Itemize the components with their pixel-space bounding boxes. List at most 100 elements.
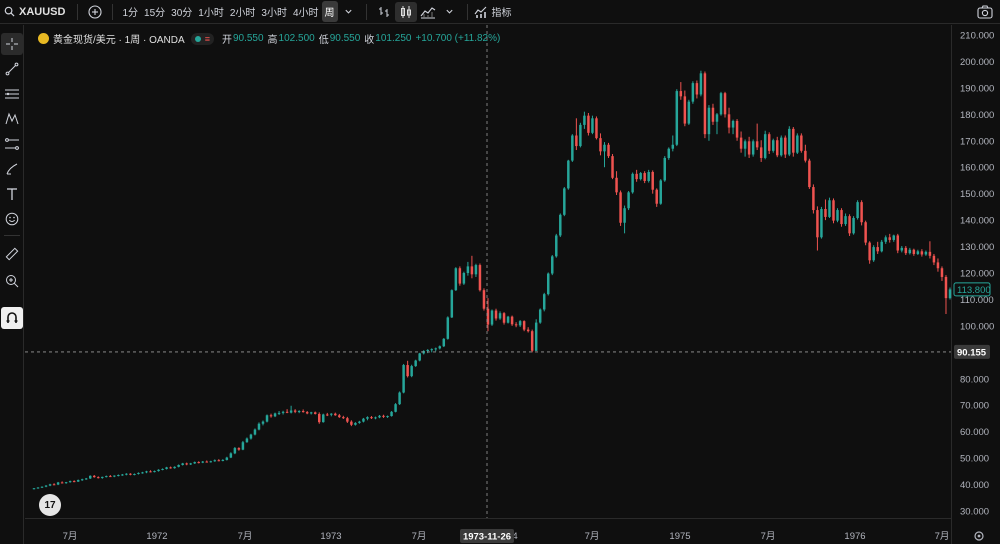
candle-body <box>64 482 68 484</box>
candle-body <box>358 421 361 423</box>
timeframe-4h[interactable]: 4小时 <box>292 8 319 19</box>
horizontal-lines-tool[interactable] <box>1 83 23 105</box>
candle-body <box>129 473 132 475</box>
candle-chart-type-button[interactable] <box>394 1 417 22</box>
price-tick-label: 170.000 <box>960 136 994 147</box>
pattern-tool[interactable] <box>1 108 23 130</box>
candle-body <box>313 412 317 414</box>
candle-body <box>36 487 40 489</box>
candle-body <box>804 150 807 161</box>
candle-body <box>627 192 630 209</box>
zoom-tool[interactable] <box>1 270 23 292</box>
timeframe-15m[interactable]: 15分 <box>144 8 166 19</box>
brush-tool[interactable] <box>1 158 23 180</box>
symbol-search[interactable]: XAUUSD <box>0 6 71 18</box>
plus-circle-icon <box>88 4 103 19</box>
trend-line-tool[interactable] <box>1 58 23 80</box>
candle-body <box>297 411 301 413</box>
change-value: +10.700 (+11.82%) <box>415 33 501 44</box>
candle-body <box>490 310 494 325</box>
time-tick-label: 1973 <box>320 531 341 542</box>
candle-body <box>117 475 120 477</box>
search-icon <box>4 6 15 17</box>
timeframe-1h[interactable]: 1小时 <box>198 8 224 19</box>
candle-body <box>40 486 44 488</box>
candle-body <box>547 273 550 295</box>
bars-icon <box>378 6 389 17</box>
candle-body <box>679 91 683 97</box>
timeframe-30m[interactable]: 30分 <box>171 8 193 19</box>
timeframe-1m[interactable]: 1分 <box>122 8 139 19</box>
emoji-tool[interactable] <box>1 208 23 230</box>
candle-body <box>707 107 711 135</box>
bar-chart-type-button[interactable] <box>373 2 395 22</box>
candle-body <box>301 411 305 413</box>
trend-line-icon <box>5 62 19 76</box>
candle-body <box>928 251 932 256</box>
timeframe-dropdown-button[interactable] <box>338 2 360 22</box>
candle-body <box>350 421 353 425</box>
price-tick-label: 30.000 <box>960 507 989 518</box>
candle-body <box>711 107 715 122</box>
timeframe-weekly[interactable]: 周 <box>321 1 338 22</box>
measure-tool[interactable] <box>1 133 23 155</box>
candle-body <box>796 135 799 153</box>
price-tick-label: 70.000 <box>960 401 989 412</box>
candle-body <box>808 160 811 188</box>
candle-body <box>93 475 96 478</box>
candle-body <box>579 124 582 147</box>
candle-body <box>462 273 466 284</box>
candle-body <box>924 251 928 255</box>
timeframe-3h[interactable]: 3小时 <box>261 8 287 19</box>
high-value: 102.500 <box>278 33 315 44</box>
candle-body <box>502 313 506 323</box>
add-symbol-button[interactable] <box>84 2 106 22</box>
indicators-button[interactable]: 指标 <box>474 4 512 19</box>
tradingview-logo[interactable]: 17 <box>39 494 61 516</box>
candle-body <box>659 180 662 204</box>
symbol-name: XAUUSD <box>19 5 66 18</box>
candle-body <box>948 289 952 299</box>
candle-body <box>675 91 679 145</box>
candle-body <box>900 247 904 251</box>
area-chart-type-button[interactable] <box>417 2 439 22</box>
candle-body <box>442 338 446 347</box>
candle-body <box>60 482 64 484</box>
time-tick-label: 7月 <box>935 531 950 542</box>
candle-body <box>233 448 237 454</box>
candle-body <box>538 309 542 323</box>
chart-type-dropdown-button[interactable] <box>439 2 461 22</box>
candle-body <box>161 468 164 470</box>
candle-body <box>177 464 180 467</box>
candle-body <box>687 101 691 124</box>
time-axis[interactable]: 7月 1972 7月 1973 7月 4 7月 1975 7月 1976 7月 <box>25 518 951 543</box>
legend-status-pill[interactable]: ≡ <box>190 32 214 45</box>
candle-body <box>916 251 920 254</box>
timeframe-2h[interactable]: 2小时 <box>229 8 256 19</box>
price-tick-label: 120.000 <box>960 269 994 280</box>
axis-settings-icon[interactable] <box>974 531 984 541</box>
magnet-tool[interactable] <box>1 307 23 329</box>
price-chart[interactable]: 210.000 200.000 190.000 180.000 170.000 160.0… <box>25 25 1000 544</box>
candle-body <box>229 453 233 458</box>
snapshot-button[interactable] <box>974 2 996 22</box>
price-tick-label: 110.000 <box>960 295 994 306</box>
time-tick-label: 7月 <box>412 531 427 542</box>
candle-body <box>378 415 381 418</box>
instrument-name[interactable]: 黄金现货/美元 · 1周 · OANDA <box>53 35 185 46</box>
candle-body <box>771 140 775 151</box>
candle-body <box>394 404 397 412</box>
candle-body <box>165 467 168 469</box>
candle-body <box>892 235 895 240</box>
candle-body <box>205 461 208 463</box>
candle-body <box>97 477 100 479</box>
crosshair-tool[interactable] <box>1 33 23 55</box>
ruler-tool[interactable] <box>1 243 23 265</box>
candle-body <box>213 460 217 462</box>
text-tool[interactable] <box>1 183 23 205</box>
candle-body <box>510 316 514 325</box>
candle-body <box>289 410 293 413</box>
candle-body <box>767 134 771 151</box>
candles-icon <box>400 5 411 18</box>
